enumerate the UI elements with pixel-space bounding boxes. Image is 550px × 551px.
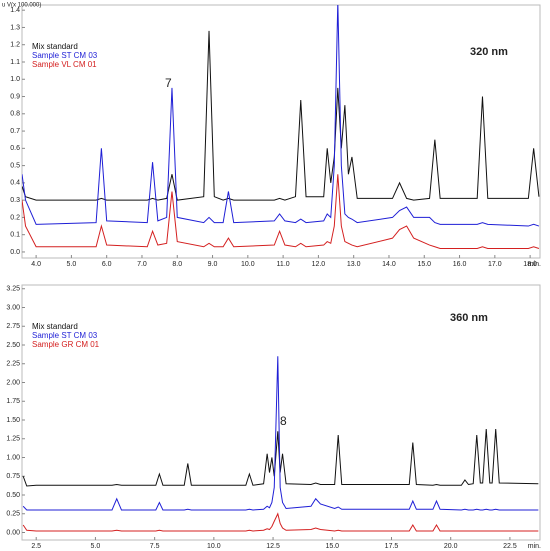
- x-axis-label: min.: [528, 261, 541, 268]
- x-tick-label: 12.5: [266, 543, 280, 550]
- x-tick-label: 7.5: [150, 543, 160, 550]
- y-tick-label: 3.25: [6, 286, 20, 293]
- y-tick-label: 2.00: [6, 379, 20, 386]
- x-tick-label: 17.0: [488, 261, 502, 268]
- y-tick-label: 0.7: [10, 128, 20, 135]
- y-tick-label: 1.2: [10, 42, 20, 49]
- x-tick-label: 4.0: [31, 261, 41, 268]
- y-tick-label: 1.50: [6, 417, 20, 424]
- chromatogram-line: [22, 356, 539, 511]
- annotation: 320 nm: [470, 46, 508, 58]
- y-tick-label: 0.5: [10, 162, 20, 169]
- x-tick-label: 10.0: [241, 261, 255, 268]
- y-tick-label: 1.3: [10, 24, 20, 31]
- legend-entry: Mix standard: [32, 322, 78, 331]
- legend-entry: Mix standard: [32, 42, 78, 51]
- y-tick-label: 2.50: [6, 342, 20, 349]
- legend-entry: Sample ST CM 03: [32, 51, 98, 60]
- x-tick-label: 17.5: [385, 543, 399, 550]
- y-tick-label: 1.0: [10, 76, 20, 83]
- x-tick-label: 5.0: [67, 261, 77, 268]
- y-tick-label: 1.75: [6, 398, 20, 405]
- x-tick-label: 15.0: [417, 261, 431, 268]
- chromatogram-line: [22, 5, 540, 227]
- annotation: 8: [280, 414, 287, 428]
- x-tick-label: 18.0: [523, 261, 537, 268]
- y-tick-label: 3.00: [6, 304, 20, 311]
- x-tick-label: 16.0: [453, 261, 467, 268]
- x-tick-label: 20.0: [444, 543, 458, 550]
- chromatogram-line: [22, 512, 539, 532]
- y-tick-label: 0.75: [6, 473, 20, 480]
- y-tick-label: 0.1: [10, 232, 20, 239]
- plot-frame: [21, 4, 541, 259]
- x-tick-label: 14.0: [382, 261, 396, 268]
- x-tick-label: 22.5: [503, 543, 517, 550]
- x-tick-label: 9.0: [208, 261, 218, 268]
- x-tick-label: 5.0: [91, 543, 101, 550]
- legend-entry: Sample ST CM 03: [32, 331, 98, 340]
- x-axis-label: min.: [528, 543, 541, 550]
- legend-entry: Sample GR CM 01: [32, 340, 100, 349]
- y-tick-label: 1.4: [10, 7, 20, 14]
- y-tick-label: 2.75: [6, 323, 20, 330]
- y-tick-label: 1.25: [6, 436, 20, 443]
- x-tick-label: 15.0: [325, 543, 339, 550]
- y-tick-label: 0.4: [10, 180, 20, 187]
- plot-frame: [21, 284, 541, 541]
- y-tick-label: 0.00: [6, 529, 20, 536]
- y-tick-label: 0.9: [10, 93, 20, 100]
- x-tick-label: 13.0: [347, 261, 361, 268]
- chromatogram-line: [22, 428, 539, 487]
- x-tick-label: 6.0: [102, 261, 112, 268]
- y-tick-label: 0.6: [10, 145, 20, 152]
- x-tick-label: 10.0: [207, 543, 221, 550]
- y-tick-label: 0.50: [6, 492, 20, 499]
- y-tick-label: 0.8: [10, 111, 20, 118]
- y-tick-label: 2.25: [6, 361, 20, 368]
- y-tick-label: 0.2: [10, 214, 20, 221]
- annotation: 7: [165, 76, 172, 90]
- x-tick-label: 12.0: [312, 261, 326, 268]
- plot-lines: [22, 5, 540, 249]
- chromatogram-line: [22, 174, 540, 249]
- plot-lines: [22, 356, 539, 532]
- y-tick-label: 0.25: [6, 511, 20, 518]
- annotation: 360 nm: [450, 312, 488, 324]
- y-tick-label: 1.00: [6, 454, 20, 461]
- x-tick-label: 11.0: [277, 261, 290, 268]
- y-tick-label: 1.1: [10, 59, 20, 66]
- y-axis-label: u V(x 100.000): [2, 3, 41, 9]
- x-tick-label: 7.0: [137, 261, 147, 268]
- y-tick-label: 0.0: [10, 249, 20, 256]
- legend-entry: Sample VL CM 01: [32, 60, 97, 69]
- y-tick-label: 0.3: [10, 197, 20, 204]
- x-tick-label: 8.0: [172, 261, 182, 268]
- x-tick-label: 2.5: [31, 543, 41, 550]
